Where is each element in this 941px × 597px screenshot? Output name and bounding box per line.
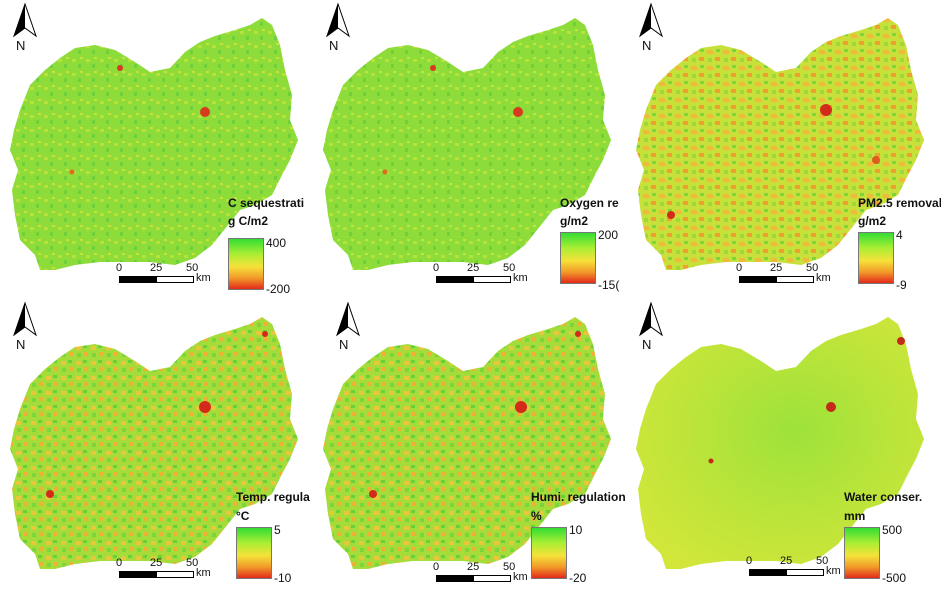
legend-gradient <box>844 527 880 579</box>
legend-max: 5 <box>274 523 281 537</box>
legend-gradient <box>236 527 272 579</box>
legend-unit: g/m2 <box>560 214 589 228</box>
north-arrow: N <box>333 301 367 359</box>
north-arrow: N <box>636 2 670 60</box>
legend-min: -200 <box>266 282 291 296</box>
scale-bar: 0 25 50 km <box>746 555 856 577</box>
north-label: N <box>16 38 26 53</box>
north-label: N <box>642 337 652 352</box>
legend-max: 200 <box>598 228 619 242</box>
scale-tick: 0 <box>433 262 440 274</box>
north-arrow-icon <box>326 2 350 38</box>
scale-unit: km <box>816 272 831 284</box>
scale-tick: 50 <box>806 262 819 274</box>
scale-tick: 25 <box>467 262 480 274</box>
map-region <box>636 18 924 270</box>
scale-bar: 0 25 50 km <box>433 262 543 284</box>
legend-max: 400 <box>266 236 287 250</box>
legend-max: 10 <box>569 523 583 537</box>
legend-unit: g/m2 <box>858 214 887 228</box>
scale-tick: 50 <box>816 555 829 567</box>
scale-tick: 25 <box>467 561 480 573</box>
map-region <box>636 317 924 569</box>
scale-tick: 50 <box>186 262 199 274</box>
north-arrow-icon <box>336 301 360 337</box>
north-arrow-icon <box>639 2 663 38</box>
north-arrow-icon <box>639 301 663 337</box>
legend-max: 500 <box>882 523 903 537</box>
legend-title: Oxygen re <box>560 196 619 210</box>
scale-unit: km <box>513 272 528 284</box>
legend-unit: °C <box>236 509 250 523</box>
scale-unit: km <box>513 571 528 583</box>
legend-gradient <box>228 238 264 290</box>
legend-title: Temp. regula <box>236 490 310 504</box>
map-panel-oxygen: N Oxygen re g/m2 200 -15( 0 25 50 km <box>313 0 626 298</box>
north-label: N <box>16 337 26 352</box>
legend-gradient <box>531 527 567 579</box>
north-arrow: N <box>10 2 44 60</box>
scale-tick: 0 <box>433 561 440 573</box>
legend-min: -20 <box>569 571 587 585</box>
scale-tick: 25 <box>780 555 793 567</box>
map-panel-water-conservation: N Water conser. mm 500 -500 0 25 50 km <box>626 299 939 597</box>
legend-unit: % <box>531 509 542 523</box>
map-panel-pm25: N PM2.5 removal g/m2 4 -9 0 25 50 km <box>626 0 941 298</box>
legend-gradient <box>858 232 894 284</box>
legend-max: 4 <box>896 228 903 242</box>
scale-tick: 25 <box>150 557 163 569</box>
scale-tick: 50 <box>503 561 516 573</box>
north-label: N <box>339 337 349 352</box>
legend-gradient <box>560 232 596 284</box>
map-region <box>10 18 298 270</box>
scale-bar: 0 25 50 km <box>116 262 226 284</box>
legend-min: -500 <box>882 571 907 585</box>
map-region <box>10 317 298 569</box>
north-arrow: N <box>323 2 357 60</box>
north-label: N <box>329 38 339 53</box>
scale-bar: 0 25 50 km <box>433 561 543 583</box>
scale-tick: 25 <box>770 262 783 274</box>
north-arrow-icon <box>13 2 37 38</box>
north-label: N <box>642 38 652 53</box>
scale-tick: 0 <box>736 262 743 274</box>
legend-min: -10 <box>274 571 292 585</box>
legend-title: Water conser. <box>844 490 923 504</box>
legend-min: -15( <box>598 278 620 292</box>
map-panel-c-sequestration: N C sequestrati g C/m2 400 -200 0 25 50 … <box>0 0 313 298</box>
scale-bar: 0 25 50 km <box>736 262 846 284</box>
scale-bar: 0 25 50 km <box>116 557 226 579</box>
scale-unit: km <box>196 272 211 284</box>
map-region <box>323 317 611 569</box>
map-region <box>323 18 611 270</box>
north-arrow: N <box>636 301 670 359</box>
scale-tick: 50 <box>503 262 516 274</box>
map-panel-temperature: N Temp. regula °C 5 -10 0 25 50 km <box>0 299 313 597</box>
north-arrow: N <box>10 301 44 359</box>
scale-tick: 50 <box>186 557 199 569</box>
north-arrow-icon <box>13 301 37 337</box>
scale-tick: 0 <box>116 262 123 274</box>
scale-unit: km <box>826 565 841 577</box>
legend-unit: g C/m2 <box>228 214 269 228</box>
scale-tick: 0 <box>746 555 753 567</box>
scale-unit: km <box>196 567 211 579</box>
scale-tick: 25 <box>150 262 163 274</box>
map-panel-humidity: N Humi. regulation % 10 -20 0 25 50 km <box>313 299 626 597</box>
legend-unit: mm <box>844 509 866 523</box>
legend-title: PM2.5 removal <box>858 196 941 210</box>
scale-tick: 0 <box>116 557 123 569</box>
legend-title: C sequestrati <box>228 196 305 210</box>
legend-title: Humi. regulation <box>531 490 626 504</box>
legend-min: -9 <box>896 278 907 292</box>
